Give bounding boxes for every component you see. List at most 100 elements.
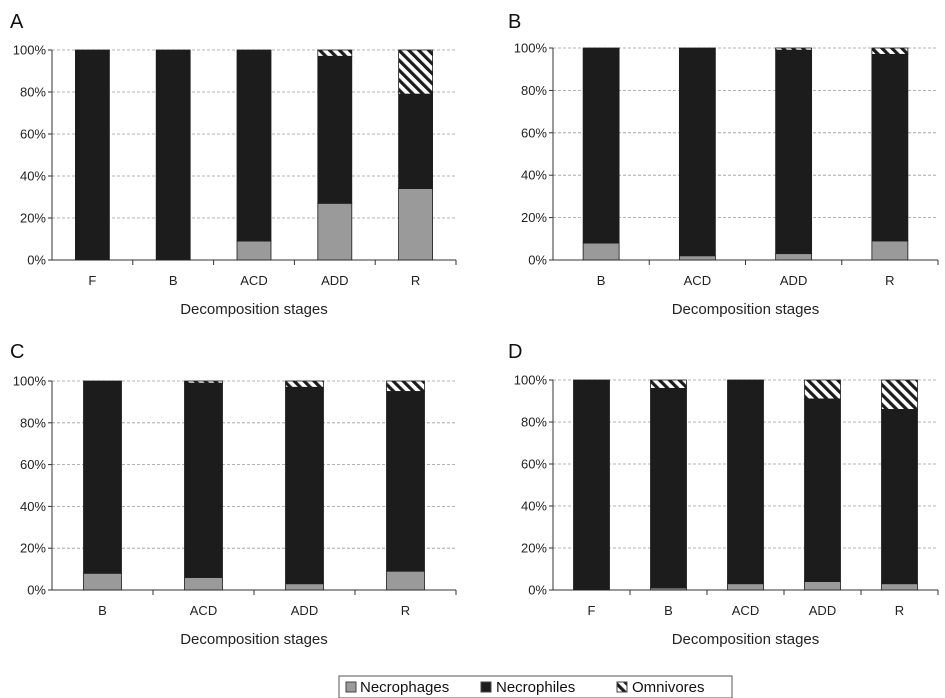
- y-tick-label: 60%: [521, 125, 547, 140]
- y-tick-label: 20%: [521, 541, 547, 556]
- bar-necrophiles-b: [83, 380, 122, 574]
- x-tick-label: R: [401, 603, 410, 618]
- y-tick-label: 0%: [528, 253, 547, 268]
- legend-label-necrophages: Necrophages: [360, 679, 449, 696]
- legend-box: [338, 675, 733, 698]
- bar-omnivores-r: [386, 380, 425, 392]
- bar-omnivores-acd: [184, 380, 223, 384]
- x-tick-label: B: [597, 273, 606, 288]
- y-tick-label: 40%: [20, 169, 46, 184]
- bar-omnivores-r: [881, 379, 918, 410]
- y-tick-label: 100%: [13, 43, 47, 58]
- panels-layer: A 0% 20% 40% 60% 80% 100% F B ACD ADD R Decompositio…: [10, 11, 939, 648]
- legend-label-necrophiles: Necrophiles: [496, 679, 575, 696]
- bar-necrophages-add: [317, 202, 353, 261]
- x-tick-label: ADD: [780, 273, 807, 288]
- legend-swatch-omnivores: [616, 681, 628, 693]
- x-tick-label: ACD: [190, 603, 217, 618]
- panel-b: B 0% 20% 40% 60% 80% 100% B ACD ADD R Decomposition…: [508, 11, 939, 318]
- y-tick-label: 60%: [20, 127, 46, 142]
- bar-necrophages-r: [398, 188, 434, 261]
- y-tick-label: 100%: [514, 41, 548, 56]
- x-tick-label: R: [895, 603, 904, 618]
- bar-necrophiles-r: [881, 408, 918, 585]
- bar-necrophiles-acd: [184, 382, 223, 578]
- x-tick-label: B: [98, 603, 107, 618]
- bar-necrophiles-add: [804, 398, 841, 582]
- bar-necrophiles-acd: [727, 379, 764, 585]
- x-tick-label: R: [885, 273, 894, 288]
- panel-letter-b: B: [508, 11, 521, 33]
- bar-necrophiles-r: [386, 391, 425, 572]
- x-tick-label: B: [169, 273, 178, 288]
- x-tick-label: B: [664, 603, 673, 618]
- bar-necrophages-add: [775, 253, 813, 261]
- y-tick-label: 40%: [521, 499, 547, 514]
- x-tick-label: ADD: [809, 603, 836, 618]
- bar-omnivores-add: [317, 49, 353, 57]
- legend-label-omnivores: Omnivores: [632, 679, 705, 696]
- bar-necrophages-add: [804, 581, 841, 591]
- bar-omnivores-add: [775, 47, 813, 51]
- x-tick-label: F: [588, 603, 596, 618]
- panel-c: C 0% 20% 40% 60% 80% 100% B ACD ADD R Decomposition…: [10, 341, 457, 648]
- bar-necrophiles-add: [317, 55, 353, 204]
- y-tick-label: 80%: [20, 415, 46, 430]
- bar-necrophiles-f: [573, 379, 610, 591]
- y-tick-label: 0%: [27, 253, 46, 268]
- bar-necrophiles-add: [285, 386, 324, 585]
- bar-necrophiles-acd: [678, 47, 716, 257]
- x-tick-label: ACD: [240, 273, 267, 288]
- y-tick-label: 20%: [20, 211, 46, 226]
- bar-necrophages-acd: [236, 240, 272, 261]
- y-tick-label: 40%: [20, 499, 46, 514]
- x-tick-label: ACD: [684, 273, 711, 288]
- bar-omnivores-add: [804, 379, 841, 400]
- bar-necrophiles-add: [775, 49, 813, 255]
- panel-letter-d: D: [508, 341, 522, 363]
- bar-necrophages-add: [285, 583, 324, 591]
- x-axis-title: Decomposition stages: [672, 631, 820, 648]
- y-tick-label: 60%: [521, 457, 547, 472]
- y-tick-label: 20%: [20, 541, 46, 556]
- panel-letter-c: C: [10, 341, 24, 363]
- y-tick-label: 20%: [521, 210, 547, 225]
- bar-necrophiles-acd: [236, 49, 272, 242]
- bar-necrophages-acd: [727, 583, 764, 591]
- x-tick-label: R: [411, 273, 420, 288]
- y-tick-label: 80%: [521, 83, 547, 98]
- legend-swatch-necrophages: [345, 681, 357, 693]
- y-tick-label: 0%: [27, 583, 46, 598]
- x-axis-title: Decomposition stages: [672, 301, 820, 318]
- bar-necrophiles-r: [871, 53, 909, 242]
- bar-necrophages-acd: [184, 577, 223, 591]
- y-tick-label: 0%: [528, 583, 547, 598]
- y-tick-label: 80%: [521, 415, 547, 430]
- x-tick-label: ADD: [291, 603, 318, 618]
- bar-necrophages-acd: [678, 255, 716, 261]
- bar-necrophiles-f: [75, 49, 110, 261]
- x-axis-title: Decomposition stages: [180, 301, 328, 318]
- bar-necrophages-r: [881, 583, 918, 591]
- panel-letter-a: A: [10, 11, 24, 33]
- bar-omnivores-r: [398, 49, 434, 95]
- y-tick-label: 40%: [521, 168, 547, 183]
- x-tick-label: ADD: [321, 273, 348, 288]
- bar-necrophages-r: [386, 570, 425, 591]
- panel-d: D 0% 20% 40% 60% 80% 100% F B ACD ADD R Decompositio…: [508, 341, 939, 648]
- bar-omnivores-r: [871, 47, 909, 55]
- legend-swatch-necrophiles: [480, 681, 492, 693]
- y-tick-label: 100%: [13, 374, 47, 389]
- x-tick-label: F: [88, 273, 96, 288]
- bar-necrophiles-b: [155, 49, 191, 261]
- y-tick-label: 60%: [20, 457, 46, 472]
- bar-omnivores-add: [285, 380, 324, 388]
- bar-omnivores-b: [650, 379, 687, 389]
- bar-necrophages-b: [83, 572, 122, 591]
- x-tick-label: ACD: [732, 603, 759, 618]
- bar-necrophages-r: [871, 240, 909, 261]
- bar-necrophiles-b: [582, 47, 620, 244]
- y-tick-label: 80%: [20, 85, 46, 100]
- bar-necrophiles-b: [650, 387, 687, 589]
